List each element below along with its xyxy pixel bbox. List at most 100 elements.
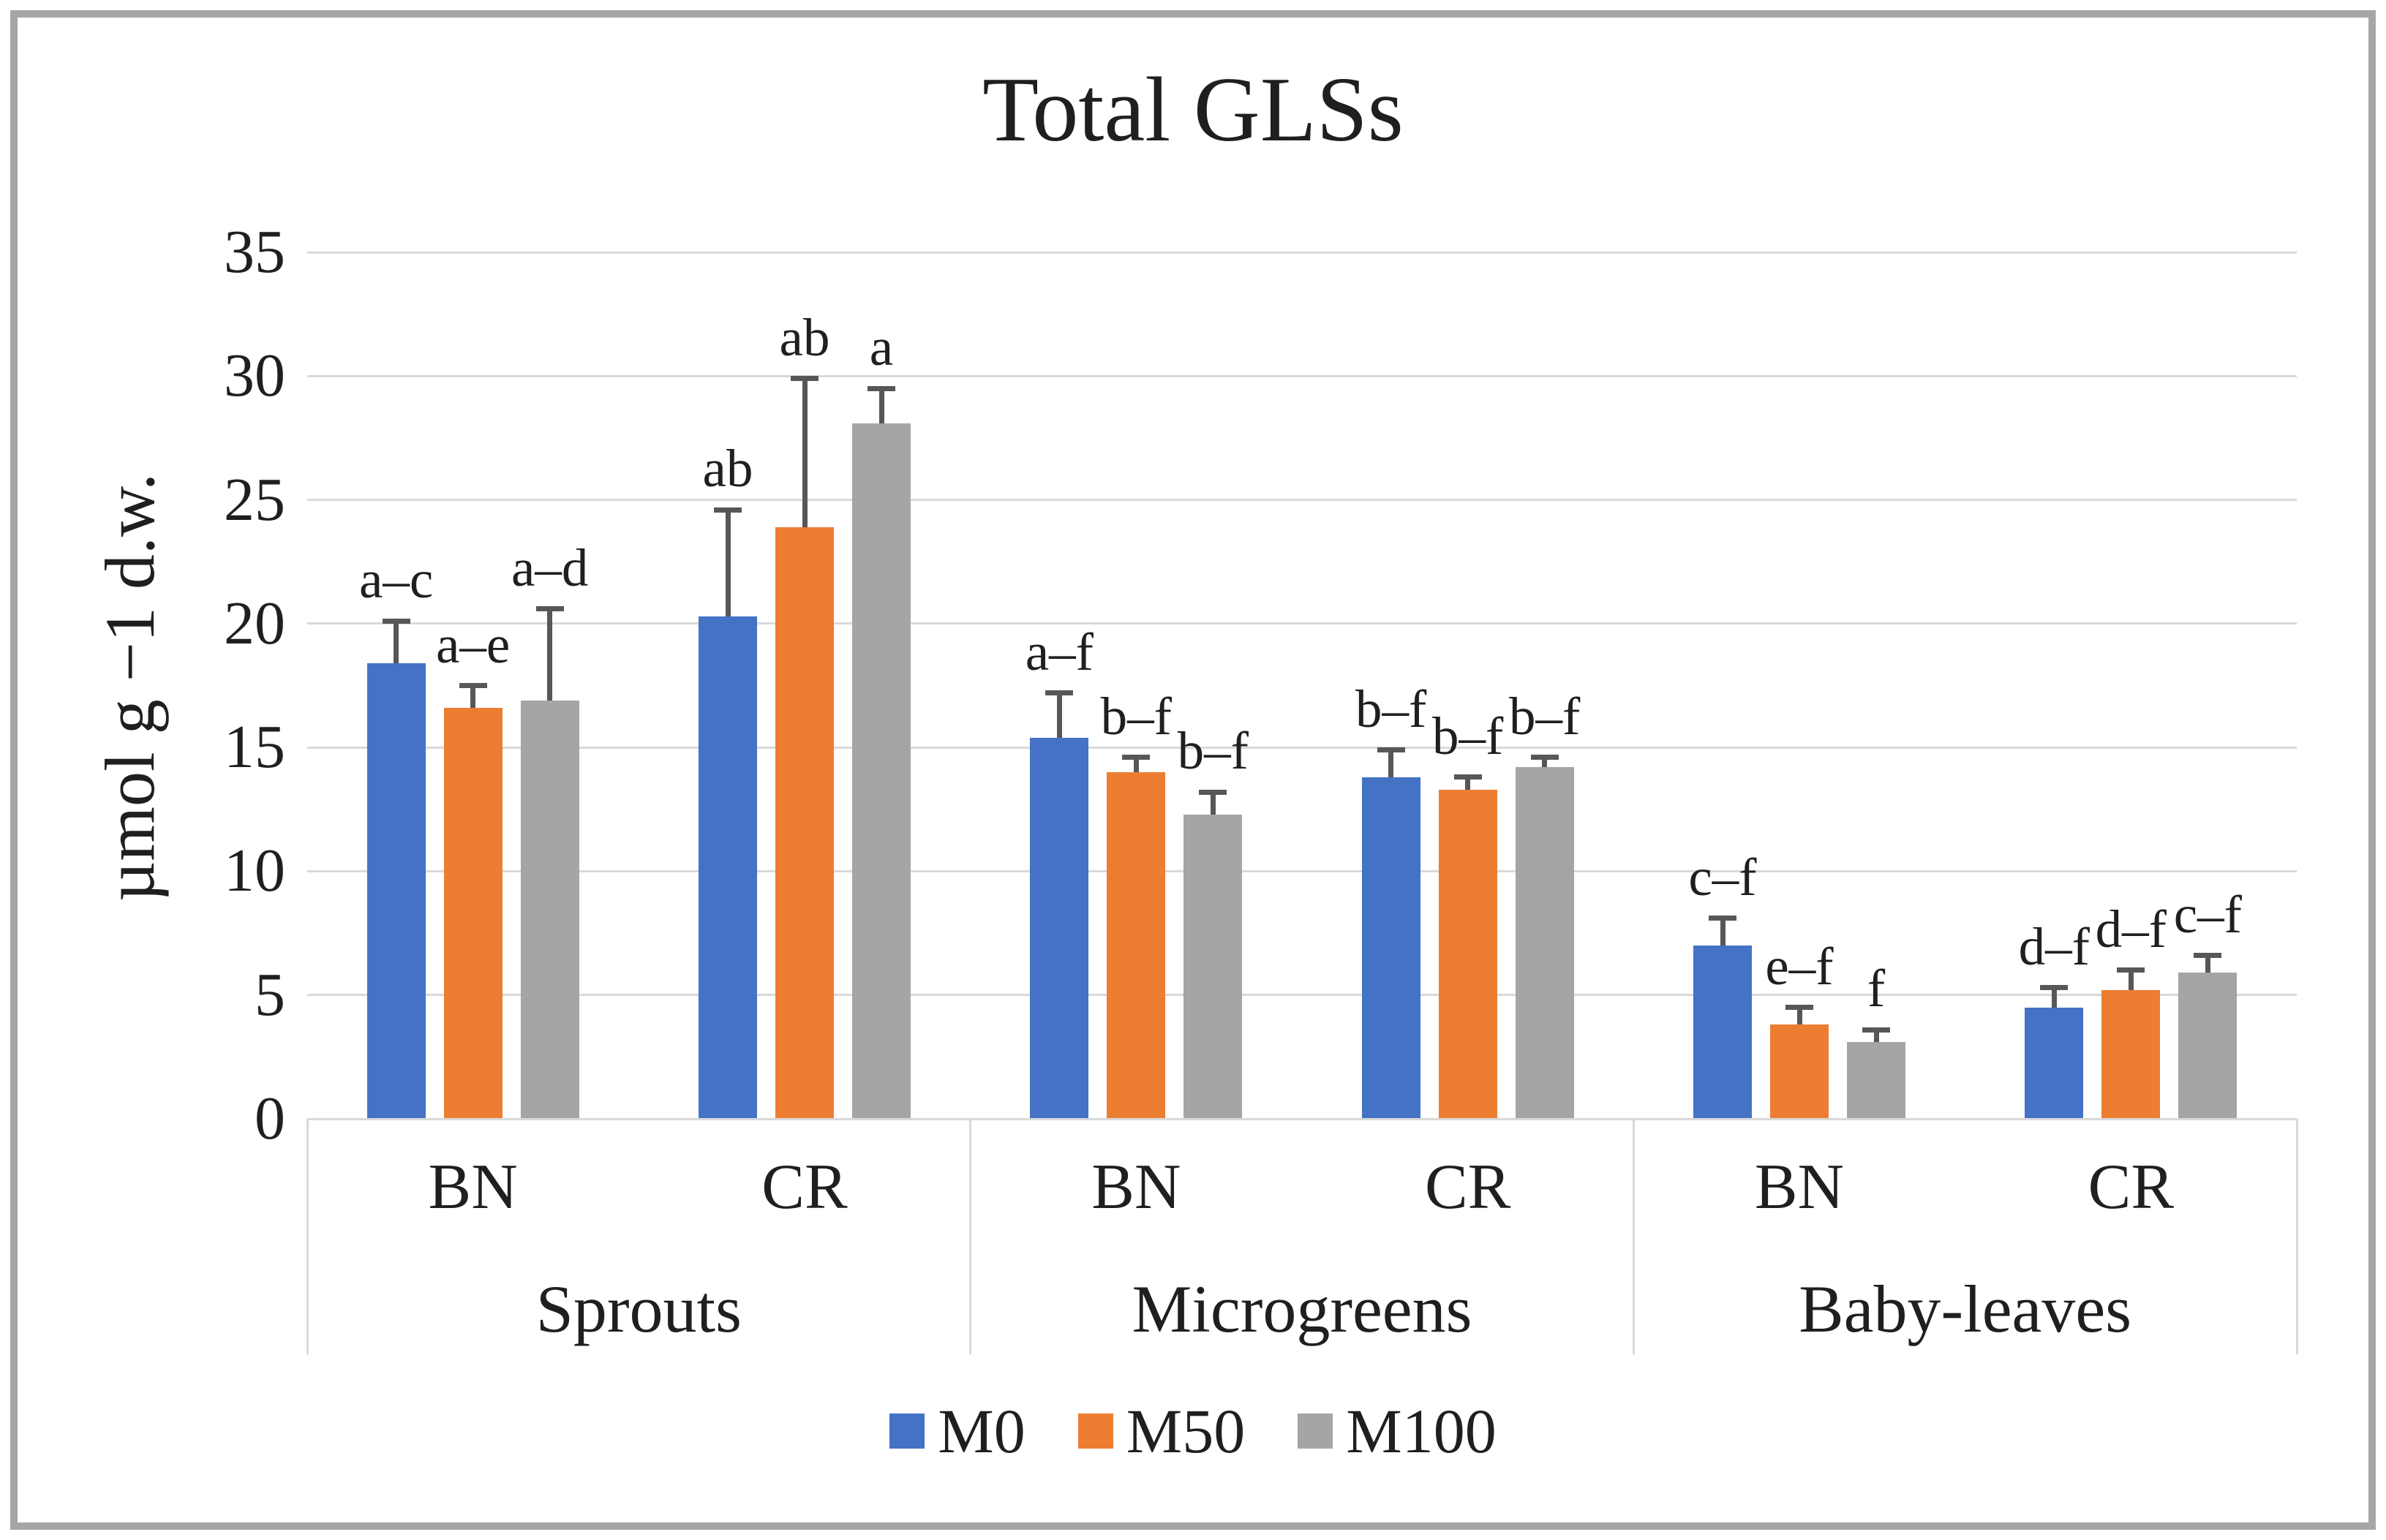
significance-label: a bbox=[869, 317, 894, 377]
error-bar-cap bbox=[382, 618, 410, 624]
legend-label: M100 bbox=[1346, 1396, 1497, 1466]
category-label: CR bbox=[761, 1152, 848, 1223]
significance-label: b–f bbox=[1100, 686, 1172, 746]
bar bbox=[520, 700, 579, 1119]
error-bar-cap bbox=[535, 606, 564, 612]
gridline bbox=[307, 994, 2297, 997]
error-bar-cap bbox=[868, 385, 895, 391]
error-bar-cap bbox=[714, 507, 742, 513]
bar bbox=[1438, 789, 1497, 1119]
error-bar bbox=[1056, 692, 1062, 738]
error-bar bbox=[1720, 918, 1725, 945]
bar bbox=[775, 526, 834, 1119]
error-bar bbox=[394, 621, 399, 664]
error-bar-cap bbox=[1709, 916, 1736, 921]
bar bbox=[2025, 1007, 2084, 1119]
x-axis-line bbox=[307, 1117, 2297, 1120]
gridline bbox=[307, 251, 2297, 254]
category-divider bbox=[969, 1119, 972, 1354]
gridline bbox=[307, 746, 2297, 749]
legend: M0 M50 M100 bbox=[0, 1391, 2386, 1471]
significance-label: c–f bbox=[2173, 884, 2242, 944]
significance-label: e–f bbox=[1765, 936, 1834, 996]
y-tick-label: 30 bbox=[224, 341, 285, 410]
y-tick-label: 5 bbox=[255, 960, 285, 1029]
error-bar bbox=[1210, 792, 1216, 815]
error-bar-cap bbox=[791, 376, 818, 382]
error-bar-cap bbox=[1530, 755, 1559, 760]
error-bar bbox=[2051, 987, 2057, 1008]
y-axis-title: µmol g −1 d.w. bbox=[91, 473, 169, 902]
y-tick-label: 0 bbox=[255, 1084, 285, 1152]
error-bar bbox=[2205, 955, 2210, 973]
significance-label: d–f bbox=[2018, 916, 2090, 976]
legend-item: M50 bbox=[1077, 1397, 1245, 1465]
error-bar-cap bbox=[1122, 755, 1151, 760]
significance-label: ab bbox=[779, 307, 830, 367]
y-tick-label: 20 bbox=[224, 589, 285, 657]
bar bbox=[1515, 767, 1574, 1119]
gridline bbox=[307, 622, 2297, 625]
significance-label: a–c bbox=[359, 550, 434, 610]
error-bar-cap bbox=[459, 683, 487, 688]
significance-label: a–d bbox=[511, 537, 589, 597]
error-bar bbox=[1796, 1007, 1802, 1025]
error-bar-cap bbox=[1453, 774, 1482, 780]
significance-label: c–f bbox=[1688, 847, 1757, 907]
category-label: CR bbox=[1424, 1152, 1511, 1223]
error-bar bbox=[1873, 1030, 1879, 1043]
bar bbox=[443, 707, 503, 1119]
error-bar bbox=[1465, 777, 1471, 790]
error-bar bbox=[1542, 757, 1548, 768]
error-bar bbox=[802, 378, 808, 527]
legend-swatch bbox=[1298, 1413, 1333, 1449]
error-bar bbox=[1133, 757, 1139, 772]
legend-swatch bbox=[889, 1413, 925, 1449]
error-bar bbox=[725, 510, 731, 616]
significance-label: b–f bbox=[1177, 721, 1249, 781]
category-label: BN bbox=[1754, 1152, 1845, 1223]
category-label: CR bbox=[2088, 1152, 2175, 1223]
error-bar-cap bbox=[1199, 789, 1227, 795]
bar bbox=[1361, 777, 1420, 1119]
error-bar-cap bbox=[2040, 985, 2069, 991]
significance-label: a–f bbox=[1025, 622, 1094, 682]
error-bar bbox=[2128, 970, 2134, 990]
bar bbox=[366, 663, 426, 1119]
error-bar-cap bbox=[2194, 953, 2222, 959]
bar bbox=[1183, 814, 1243, 1119]
gridline bbox=[307, 499, 2297, 502]
group-label: Sprouts bbox=[535, 1272, 742, 1346]
bar bbox=[1107, 772, 1166, 1119]
significance-label: b–f bbox=[1509, 686, 1581, 746]
bar bbox=[1693, 945, 1752, 1119]
y-tick-label: 25 bbox=[224, 465, 285, 534]
error-bar-cap bbox=[1377, 747, 1405, 753]
significance-label: a–e bbox=[436, 614, 511, 674]
error-bar bbox=[547, 608, 553, 701]
significance-label: d–f bbox=[2095, 899, 2167, 959]
error-bar bbox=[1388, 750, 1394, 777]
bar bbox=[699, 616, 757, 1119]
y-tick-label: 15 bbox=[224, 713, 285, 782]
gridline bbox=[307, 869, 2297, 872]
y-tick-label: 35 bbox=[224, 218, 285, 286]
bar bbox=[2178, 973, 2238, 1119]
category-divider bbox=[306, 1119, 309, 1354]
bar bbox=[1030, 737, 1089, 1119]
legend-swatch bbox=[1077, 1413, 1113, 1449]
error-bar-cap bbox=[1785, 1005, 1813, 1011]
bar bbox=[1770, 1024, 1829, 1119]
category-label: BN bbox=[428, 1152, 518, 1223]
significance-label: b–f bbox=[1355, 679, 1427, 739]
gridline bbox=[307, 374, 2297, 377]
significance-label: f bbox=[1867, 959, 1886, 1019]
error-bar bbox=[470, 685, 476, 708]
error-bar-cap bbox=[2117, 967, 2145, 973]
legend-label: M0 bbox=[938, 1396, 1025, 1466]
error-bar-cap bbox=[1045, 690, 1074, 696]
group-label: Microgreens bbox=[1132, 1272, 1472, 1346]
bar bbox=[1847, 1042, 1905, 1119]
chart-title: Total GLSs bbox=[982, 59, 1404, 161]
legend-item: M0 bbox=[889, 1397, 1025, 1465]
